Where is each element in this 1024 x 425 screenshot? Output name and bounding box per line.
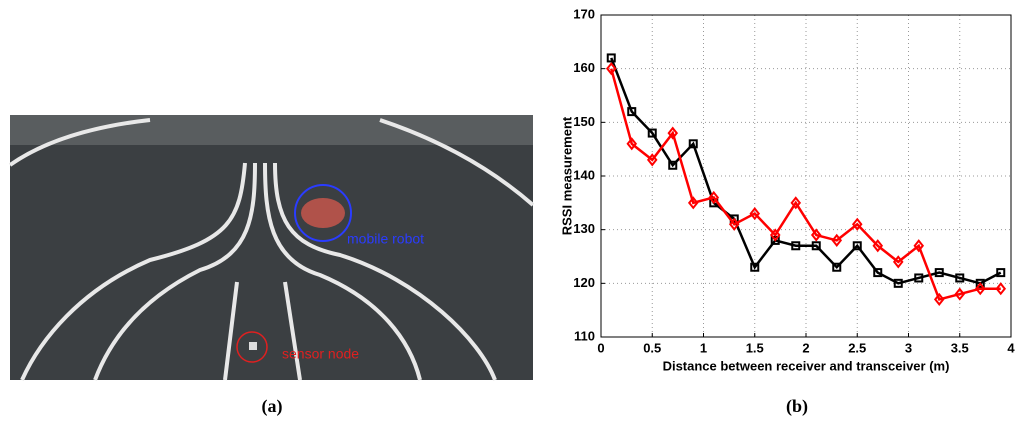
photo-floor	[10, 115, 533, 380]
marker	[647, 128, 657, 138]
x-tick-label: 2	[802, 340, 809, 355]
marker	[769, 228, 781, 242]
annotation: sensor node	[282, 346, 359, 362]
marker	[933, 292, 945, 307]
x-tick-label: 3	[905, 340, 912, 355]
y-tick-label: 160	[573, 60, 595, 75]
marker	[688, 139, 698, 149]
y-axis-label: RSSI measurement	[559, 116, 574, 235]
marker	[831, 233, 843, 248]
y-tick-label: 170	[573, 6, 595, 21]
marker	[810, 228, 822, 242]
sensor	[249, 342, 257, 350]
marker	[668, 160, 678, 170]
x-tick-label: 2.5	[848, 340, 866, 355]
caption: (a)	[262, 396, 283, 417]
marker	[708, 190, 720, 205]
marker	[892, 255, 904, 269]
x-tick-label: 1	[700, 340, 707, 355]
marker	[934, 268, 944, 278]
marker	[750, 262, 760, 272]
marker	[974, 282, 986, 296]
marker	[995, 282, 1007, 296]
marker	[851, 217, 863, 231]
marker	[893, 278, 903, 288]
marker	[975, 278, 985, 288]
robot	[301, 198, 345, 228]
marker	[627, 107, 637, 117]
sensor-circle	[236, 331, 268, 363]
axes-box	[600, 14, 1012, 338]
marker	[954, 287, 966, 301]
robot-circle	[294, 184, 352, 242]
marker	[832, 262, 842, 272]
annotation: mobile robot	[347, 231, 424, 247]
x-tick-label: 3.5	[951, 340, 969, 355]
marker	[852, 241, 862, 251]
marker	[872, 239, 884, 253]
marker	[791, 241, 801, 251]
marker	[667, 126, 679, 140]
marker	[914, 273, 924, 283]
y-tick-label: 130	[573, 221, 595, 236]
caption: (b)	[786, 396, 808, 417]
marker	[646, 153, 658, 167]
marker	[728, 217, 740, 231]
photo: mobile robot sensor node (a)	[8, 115, 535, 417]
marker	[811, 241, 821, 251]
marker	[749, 206, 761, 221]
marker	[770, 235, 780, 245]
marker	[790, 196, 802, 210]
marker	[996, 268, 1006, 278]
marker	[605, 62, 617, 76]
series-line	[610, 68, 1001, 301]
y-tick-label: 150	[573, 114, 595, 129]
x-tick-label: 0.5	[643, 340, 661, 355]
x-tick-label: 0	[597, 340, 604, 355]
y-tick-label: 120	[573, 275, 595, 290]
x-axis-label: Distance between receiver and transceive…	[663, 358, 950, 373]
x-tick-label: 1.5	[746, 340, 764, 355]
marker	[606, 53, 616, 63]
marker	[873, 268, 883, 278]
x-tick-label: 4	[1007, 340, 1015, 355]
y-tick-label: 140	[573, 167, 595, 182]
marker	[913, 239, 925, 253]
marker	[687, 196, 699, 210]
y-tick-label: 110	[574, 328, 595, 343]
marker	[626, 137, 638, 151]
photo-tape	[8, 118, 535, 381]
marker	[955, 273, 965, 283]
